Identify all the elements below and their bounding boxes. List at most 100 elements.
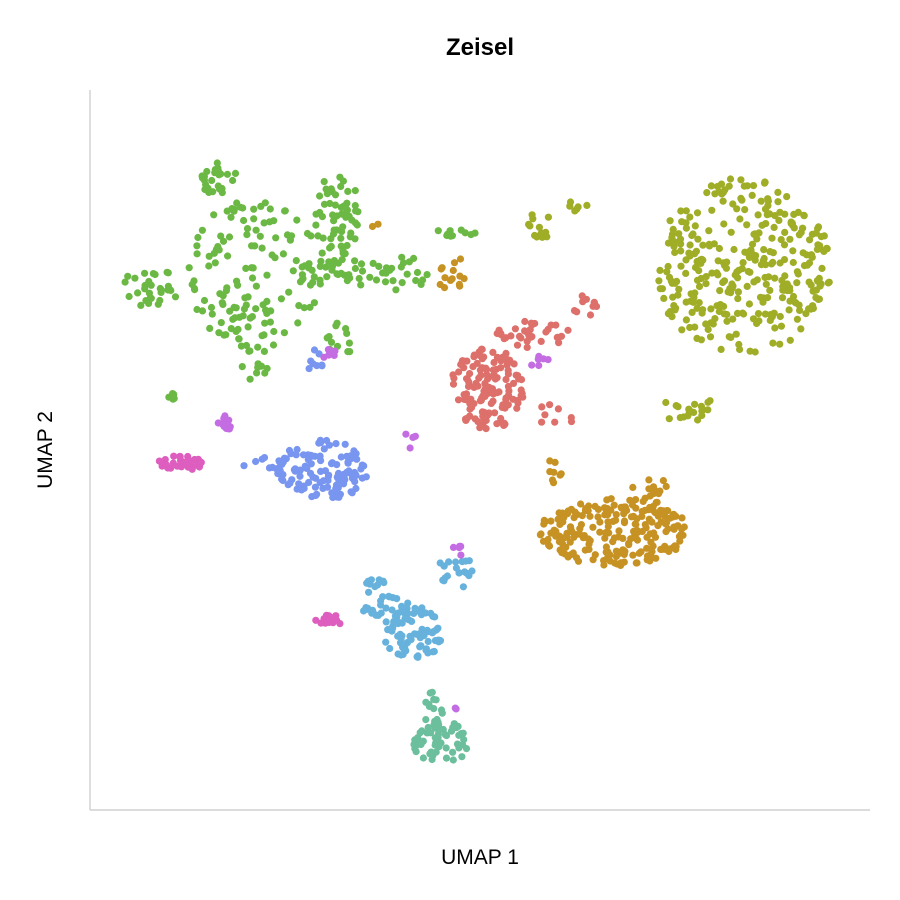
data-point-series-1 [677,207,685,215]
data-point-series-1 [702,273,710,281]
y-axis-label: UMAP 2 [34,411,57,489]
data-point-series-0 [309,278,317,286]
data-point-series-0 [164,282,172,290]
data-point-series-2 [497,364,505,372]
data-point-series-0 [171,293,180,301]
data-point-series-3 [574,557,583,565]
data-point-series-1 [723,258,731,266]
data-point-series-0 [308,266,316,274]
data-point-series-6 [449,756,457,764]
data-point-series-1 [741,206,749,214]
data-point-series-1 [720,220,728,228]
data-point-series-0 [398,279,406,287]
data-point-series-4 [305,365,313,373]
data-point-series-1 [717,345,725,353]
data-point-series-0 [347,229,355,237]
data-point-series-3 [620,510,628,518]
data-point-series-1 [709,320,717,328]
data-point-series-5 [394,609,402,617]
data-point-series-6 [449,748,457,756]
data-point-series-5 [371,583,379,591]
data-point-series-4 [287,450,295,458]
data-point-series-2 [493,353,501,361]
data-point-series-2 [495,388,503,396]
data-point-series-1 [697,259,705,267]
data-point-series-4 [311,483,319,491]
data-point-series-1 [806,236,814,244]
data-point-series-3 [549,479,558,487]
data-point-series-2 [531,319,539,328]
data-point-series-0 [343,206,351,214]
data-point-series-1 [727,228,735,236]
data-point-series-6 [422,716,430,724]
data-point-series-6 [418,727,426,735]
data-point-series-5 [440,562,448,570]
data-point-series-2 [541,411,549,419]
data-point-series-5 [403,638,412,647]
data-point-series-0 [250,205,258,213]
data-point-series-1 [746,347,754,355]
data-point-series-5 [462,557,470,565]
data-point-series-5 [412,630,420,638]
data-point-series-0 [134,289,142,297]
data-point-series-3 [632,496,640,504]
data-point-series-0 [263,297,271,305]
data-point-series-0 [270,327,278,336]
data-point-series-3 [658,545,666,554]
data-point-series-2 [542,328,550,336]
data-point-series-1 [704,398,712,406]
data-point-series-2 [513,341,522,349]
data-point-series-0 [223,170,231,178]
data-point-series-1 [768,313,776,321]
data-point-series-0 [125,292,133,301]
data-point-series-0 [262,306,270,314]
data-point-series-2 [449,380,458,388]
data-point-series-0 [281,207,289,215]
data-point-series-5 [452,558,460,566]
data-point-series-1 [776,259,784,267]
data-point-series-3 [589,523,597,531]
data-point-series-1 [686,213,694,221]
data-point-series-3 [606,557,614,565]
data-point-series-1 [655,277,663,285]
data-point-series-3 [641,506,649,514]
data-point-series-0 [223,284,231,292]
data-point-series-7 [170,452,178,460]
data-point-series-0 [224,252,232,260]
data-point-series-1 [682,219,690,227]
data-point-series-1 [693,276,702,284]
data-point-series-5 [418,632,426,640]
data-point-series-0 [240,216,248,225]
data-point-series-3 [578,511,586,520]
data-point-series-1 [808,253,816,261]
data-point-series-1 [749,182,758,190]
data-point-series-8 [457,542,465,551]
data-point-series-4 [275,457,283,465]
data-point-series-7 [332,612,340,620]
data-point-series-5 [411,608,419,616]
data-point-series-6 [425,702,433,711]
data-point-series-2 [457,360,465,369]
data-point-series-2 [517,376,526,384]
data-point-series-1 [751,230,759,238]
data-point-series-1 [688,231,696,240]
data-point-series-1 [823,245,831,253]
data-point-series-1 [799,249,807,257]
data-point-series-1 [785,306,793,314]
data-point-series-0 [327,338,336,346]
data-point-series-8 [331,347,339,355]
data-point-series-5 [459,583,467,591]
data-point-series-0 [206,324,214,332]
data-point-series-1 [795,231,804,239]
data-point-series-8 [411,432,419,440]
data-point-series-0 [260,331,268,339]
data-point-series-6 [442,754,451,762]
data-point-series-7 [317,619,325,627]
data-point-series-2 [467,395,475,403]
data-point-series-3 [586,512,594,520]
data-point-series-3 [562,543,570,551]
data-point-series-3 [662,482,670,491]
data-point-series-2 [528,333,536,341]
data-point-series-4 [337,453,345,461]
data-point-series-1 [705,227,713,235]
